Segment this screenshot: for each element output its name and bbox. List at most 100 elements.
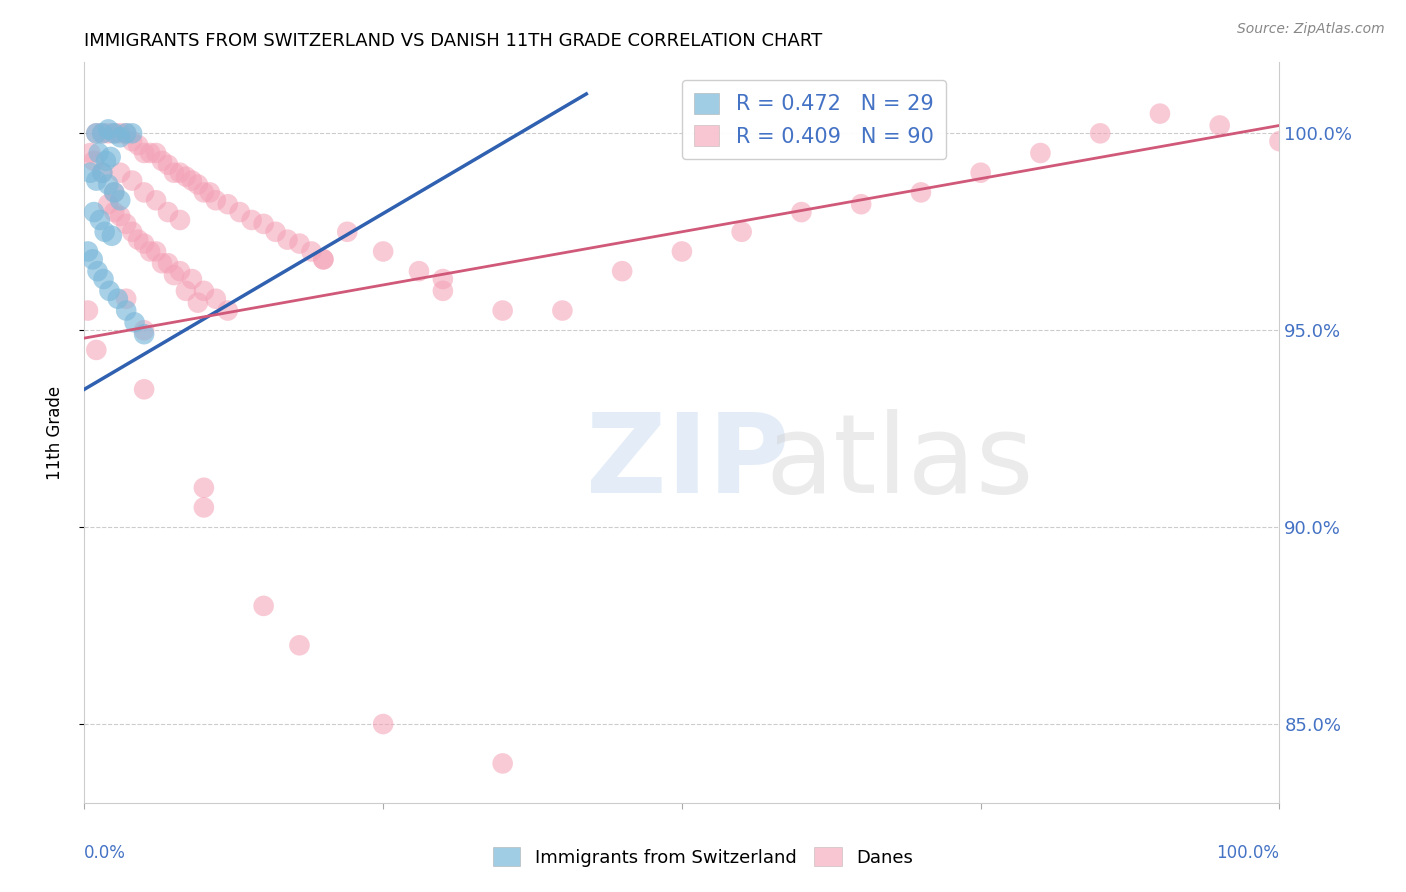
Point <box>193 500 215 515</box>
Point <box>910 186 932 200</box>
Point <box>97 178 120 192</box>
Point <box>432 272 454 286</box>
Point <box>93 272 115 286</box>
Point <box>193 284 215 298</box>
Point <box>115 303 138 318</box>
Point <box>169 166 191 180</box>
Point <box>107 292 129 306</box>
Point <box>115 126 138 140</box>
Point <box>91 126 114 140</box>
Point <box>103 126 125 140</box>
Point <box>312 252 335 267</box>
Point <box>1029 146 1052 161</box>
Point <box>121 225 143 239</box>
Point <box>150 256 173 270</box>
Point <box>124 315 146 329</box>
Point <box>174 284 197 298</box>
Point <box>970 166 993 180</box>
Point <box>100 150 122 164</box>
Point <box>288 638 311 652</box>
Point <box>312 252 335 267</box>
Point <box>89 213 111 227</box>
Point <box>110 166 132 180</box>
Point <box>432 284 454 298</box>
Point <box>612 264 634 278</box>
Point <box>253 599 276 613</box>
Legend: Immigrants from Switzerland, Danes: Immigrants from Switzerland, Danes <box>486 840 920 874</box>
Point <box>139 146 162 161</box>
Point <box>86 264 108 278</box>
Point <box>93 225 115 239</box>
Point <box>91 166 114 180</box>
Point <box>115 292 138 306</box>
Point <box>101 228 124 243</box>
Point <box>103 186 125 200</box>
Point <box>174 169 197 184</box>
Point <box>103 205 125 219</box>
Point <box>110 130 132 145</box>
Point <box>132 382 156 396</box>
Point <box>671 244 693 259</box>
Point <box>82 252 104 267</box>
Point <box>121 173 143 187</box>
Point <box>103 126 125 140</box>
Point <box>373 717 395 731</box>
Point <box>217 303 239 318</box>
Point <box>229 205 252 219</box>
Point <box>145 194 167 208</box>
Point <box>163 166 186 180</box>
Point <box>86 126 108 140</box>
Point <box>127 138 149 153</box>
Point <box>193 186 215 200</box>
Text: 0.0%: 0.0% <box>84 845 127 863</box>
Point <box>86 126 108 140</box>
Point <box>83 153 105 168</box>
Point <box>1268 134 1291 148</box>
Point <box>301 244 323 259</box>
Point <box>217 197 239 211</box>
Point <box>336 225 359 239</box>
Legend: R = 0.472   N = 29, R = 0.409   N = 90: R = 0.472 N = 29, R = 0.409 N = 90 <box>682 80 946 159</box>
Point <box>187 295 209 310</box>
Point <box>492 303 515 318</box>
Point <box>373 244 395 259</box>
Point <box>1209 119 1232 133</box>
Point <box>94 153 117 168</box>
Point <box>132 186 156 200</box>
Point <box>83 205 105 219</box>
Text: IMMIGRANTS FROM SWITZERLAND VS DANISH 11TH GRADE CORRELATION CHART: IMMIGRANTS FROM SWITZERLAND VS DANISH 11… <box>84 32 823 50</box>
Point <box>87 146 110 161</box>
Y-axis label: 11th Grade: 11th Grade <box>45 385 63 480</box>
Point <box>157 205 180 219</box>
Point <box>205 292 228 306</box>
Point <box>127 233 149 247</box>
Text: atlas: atlas <box>766 409 1033 516</box>
Point <box>1149 106 1171 120</box>
Point <box>851 197 873 211</box>
Point <box>98 284 121 298</box>
Point <box>169 213 191 227</box>
Text: Source: ZipAtlas.com: Source: ZipAtlas.com <box>1237 22 1385 37</box>
Point <box>132 236 156 251</box>
Point <box>157 256 180 270</box>
Point <box>110 194 132 208</box>
Point <box>121 126 143 140</box>
Point <box>97 122 120 136</box>
Point <box>91 166 114 180</box>
Point <box>163 268 186 282</box>
Point <box>181 173 204 187</box>
Point <box>77 303 100 318</box>
Point <box>731 225 754 239</box>
Point <box>205 194 228 208</box>
Point <box>110 126 132 140</box>
Point <box>288 236 311 251</box>
Point <box>181 272 204 286</box>
Point <box>86 173 108 187</box>
Point <box>1090 126 1112 140</box>
Point <box>187 178 209 192</box>
Point <box>198 186 221 200</box>
Point <box>790 205 813 219</box>
Point <box>132 323 156 337</box>
Point <box>253 217 276 231</box>
Point <box>121 134 143 148</box>
